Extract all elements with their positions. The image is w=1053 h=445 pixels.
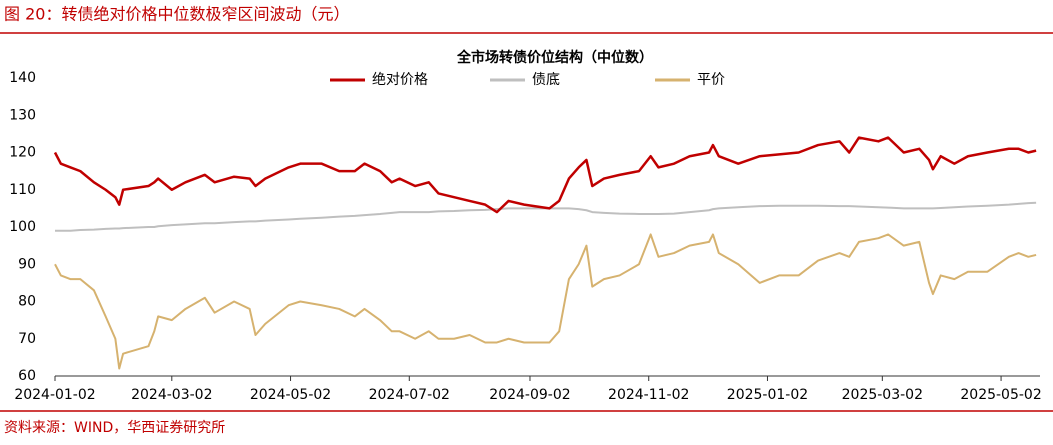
legend-label: 绝对价格 (372, 72, 428, 88)
series-line (53, 136, 1037, 214)
x-tick-label: 2025-05-02 (960, 387, 1041, 403)
x-tick-label: 2025-03-02 (842, 387, 923, 403)
y-tick-label: 120 (9, 145, 36, 161)
y-tick-label: 100 (9, 219, 36, 235)
chart-title: 全市场转债价位结构（中位数） (456, 49, 653, 66)
x-tick-label: 2024-01-02 (14, 387, 95, 403)
x-tick-label: 2024-11-02 (608, 387, 689, 403)
legend-label: 平价 (697, 72, 725, 88)
y-tick-label: 90 (18, 256, 36, 272)
y-tick-label: 80 (18, 294, 36, 310)
y-tick-label: 70 (18, 331, 36, 347)
y-tick-label: 110 (9, 182, 36, 198)
x-tick-label: 2024-05-02 (250, 387, 331, 403)
source-note: 资料来源：WIND，华西证券研究所 (4, 420, 225, 436)
legend-label: 债底 (532, 72, 560, 88)
series-line (54, 233, 1037, 370)
y-tick-label: 60 (18, 368, 36, 384)
x-tick-label: 2024-03-02 (131, 387, 212, 403)
series-line (55, 201, 1037, 232)
y-tick-label: 130 (9, 107, 36, 123)
x-tick-label: 2024-07-02 (369, 387, 450, 403)
figure-title: 图 20：转债绝对价格中位数极窄区间波动（元） (4, 5, 349, 24)
x-tick-label: 2024-09-02 (489, 387, 570, 403)
y-tick-label: 140 (9, 70, 36, 86)
x-tick-label: 2025-01-02 (727, 387, 808, 403)
